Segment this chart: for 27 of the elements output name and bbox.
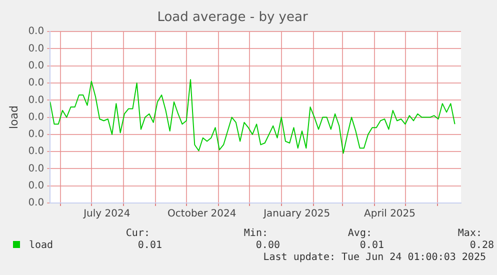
x-tick-label: April 2025 <box>364 208 416 220</box>
text: 0.01 <box>138 240 162 251</box>
legend-label: load <box>28 240 54 251</box>
y-tick-label: 0.0 <box>28 129 44 140</box>
y-tick-label: 0.0 <box>28 94 44 106</box>
text: Cur: <box>126 228 150 239</box>
y-tick-label: 0.0 <box>28 146 44 158</box>
y-tick-label: 0.0 <box>28 60 44 72</box>
text: Avg: <box>348 228 372 239</box>
y-tick-label: 0.0 <box>28 78 44 89</box>
x-tick-label: January 2025 <box>262 208 330 220</box>
y-tick-label: 0.0 <box>28 163 44 174</box>
y-tick-label: 0.0 <box>28 26 44 38</box>
text: 0.01 <box>360 240 384 251</box>
text: Last update: Tue Jun 24 01:00:03 2025 <box>263 252 486 263</box>
y-axis-title: load <box>7 106 20 130</box>
y-tick-label: 0.0 <box>28 180 44 192</box>
y-tick-label: 0.0 <box>28 43 44 54</box>
x-tick-label: July 2024 <box>82 208 130 220</box>
text: Max: <box>458 228 482 239</box>
text: Min: <box>244 228 268 239</box>
chart-title: Load average - by year <box>157 10 308 26</box>
text: 0.28 <box>470 240 494 251</box>
text: 0.00 <box>256 240 280 251</box>
y-tick-label: 0.0 <box>28 112 44 123</box>
x-tick-label: October 2024 <box>168 208 236 220</box>
y-tick-label: 0.0 <box>28 198 44 209</box>
